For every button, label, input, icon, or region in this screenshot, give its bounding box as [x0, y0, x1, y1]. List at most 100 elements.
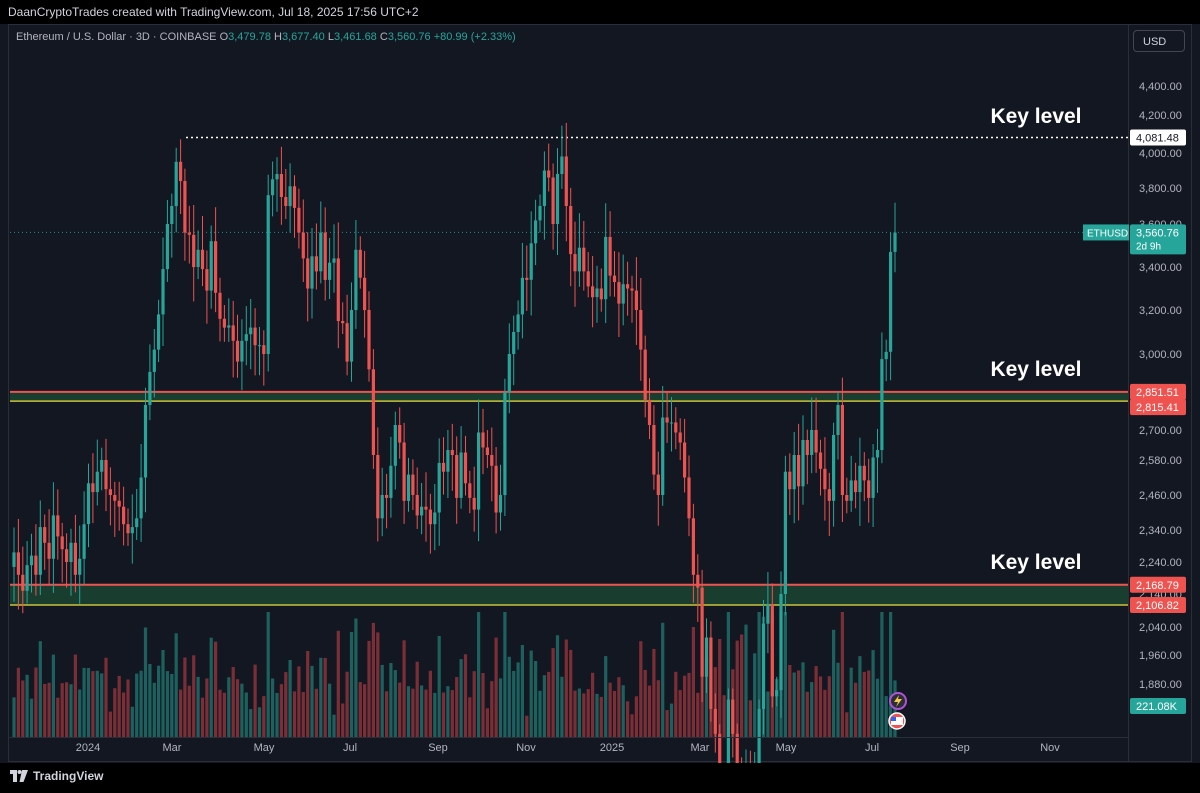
- candle-body: [731, 699, 735, 734]
- volume-bar: [485, 708, 489, 737]
- candle-body: [845, 495, 849, 501]
- candle-body: [674, 422, 678, 433]
- x-tick-label: May: [254, 742, 275, 754]
- candle-body: [700, 587, 704, 677]
- candle-body: [494, 465, 498, 513]
- volume-bar: [143, 627, 148, 737]
- candle-body: [621, 284, 625, 304]
- candle-body: [586, 271, 590, 287]
- volume-bar: [840, 612, 844, 737]
- candle-body: [231, 325, 235, 341]
- volume-bar: [472, 671, 476, 737]
- candle-body: [818, 452, 823, 469]
- volume-bar: [564, 639, 568, 737]
- low-low-tag-text: 2,106.82: [1136, 600, 1179, 612]
- volume-bar: [792, 672, 796, 737]
- volume-bar: [477, 612, 481, 737]
- candle-body: [858, 465, 862, 493]
- low-low-tag: 2,106.82: [1130, 596, 1186, 613]
- candle-body: [235, 340, 240, 362]
- volume-bar: [43, 684, 47, 737]
- y-tick-label: 3,200.00: [1139, 305, 1182, 317]
- candle-body: [612, 275, 617, 282]
- volume-bar: [639, 641, 643, 737]
- candle-body: [428, 509, 432, 525]
- candle-body: [683, 442, 687, 478]
- candle-body: [170, 206, 174, 224]
- volume-bar: [29, 698, 34, 737]
- volume-bar: [385, 691, 389, 737]
- candle-body: [262, 345, 266, 354]
- volume-bar: [126, 679, 130, 737]
- candle-body: [341, 321, 345, 324]
- candle-body: [122, 506, 126, 525]
- candle-body: [867, 480, 871, 498]
- candle-body: [380, 495, 384, 519]
- volume-bar: [174, 633, 178, 737]
- candle-body: [862, 465, 866, 481]
- volume-bar: [297, 666, 301, 737]
- volume-bar: [363, 684, 367, 737]
- volume-bar: [314, 688, 318, 737]
- volume-bar: [235, 679, 240, 737]
- candle-body: [542, 170, 546, 206]
- volume-bar: [827, 676, 831, 737]
- volume-bar: [599, 696, 603, 737]
- candle-body: [21, 574, 25, 591]
- volume-bar: [547, 671, 551, 737]
- volume-bar: [179, 689, 183, 737]
- volume-bar: [21, 680, 25, 737]
- volume-bar: [139, 670, 143, 737]
- volume-bar: [428, 670, 432, 737]
- volume-bar: [86, 668, 91, 737]
- candle-body: [117, 500, 121, 507]
- volume-bar: [871, 650, 875, 737]
- volume-bar: [354, 618, 358, 737]
- y-tick-label: 3,800.00: [1139, 183, 1182, 195]
- candle-body: [51, 515, 55, 559]
- key-level-label: Key level: [990, 358, 1081, 381]
- tradingview-brand: TradingView: [33, 769, 104, 783]
- candle-body: [139, 477, 143, 519]
- volume-bar: [306, 651, 310, 737]
- currency-button[interactable]: USD: [1133, 30, 1185, 52]
- top-level-tag-text: 4,081.48: [1136, 133, 1179, 145]
- volume-bar: [257, 707, 262, 737]
- tradingview-logo[interactable]: TradingView: [10, 769, 103, 783]
- candle-body: [704, 637, 709, 677]
- volume-bar: [718, 639, 722, 737]
- candle-body: [516, 314, 520, 332]
- candle-body: [376, 455, 380, 519]
- volume-bar: [402, 640, 406, 737]
- high-label: H: [274, 31, 282, 43]
- candle-body: [65, 549, 69, 562]
- candle-body: [354, 249, 358, 310]
- volume-bar: [740, 634, 744, 737]
- volume-bar: [16, 667, 20, 737]
- volume-bar: [875, 678, 880, 737]
- candle-body: [485, 447, 489, 455]
- candle-body: [441, 462, 446, 472]
- volume-tag: 221.08K: [1130, 698, 1186, 714]
- tradingview-logo-icon: [10, 770, 28, 782]
- top-level-tag: 4,081.48: [1130, 129, 1186, 146]
- candle-body: [604, 236, 608, 300]
- volume-bar: [406, 686, 411, 737]
- low-value: 3,461.68: [333, 31, 377, 43]
- close-label: C: [379, 31, 388, 43]
- candle-body: [367, 310, 371, 370]
- volume-bar: [463, 654, 468, 737]
- candle-body: [678, 432, 682, 443]
- volume-bar: [376, 632, 380, 737]
- symbol-info: Ethereum / U.S. Dollar · 3D · COINBASE O…: [16, 31, 516, 43]
- volume-bar: [183, 657, 187, 737]
- volume-bar: [617, 677, 621, 737]
- price-chart[interactable]: Key level Key level Key level 4,400.00 4,200…: [0, 0, 1200, 763]
- volume-bar: [586, 689, 590, 737]
- top-level-tag-bg: [1130, 129, 1186, 146]
- candle-body: [174, 161, 178, 207]
- candle-body: [481, 432, 485, 448]
- volume-bar: [47, 682, 51, 737]
- candle-body: [455, 455, 459, 498]
- candle-body: [253, 327, 257, 346]
